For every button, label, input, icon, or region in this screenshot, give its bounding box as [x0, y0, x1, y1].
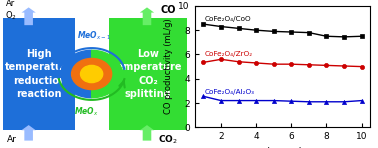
- Text: Low
temperature
CO₂
splitting: Low temperature CO₂ splitting: [113, 49, 183, 99]
- Text: MeO$_x$: MeO$_x$: [74, 105, 98, 118]
- Text: CoFe₂O₄/CoO: CoFe₂O₄/CoO: [204, 16, 251, 22]
- Bar: [3, 18, 75, 130]
- Y-axis label: CO productivity (mL/g): CO productivity (mL/g): [164, 19, 173, 114]
- Text: CoFe₂O₄/Al₂O₃: CoFe₂O₄/Al₂O₃: [204, 89, 254, 95]
- Text: High
temperature
reduction
reaction: High temperature reduction reaction: [5, 49, 74, 99]
- Circle shape: [81, 65, 103, 83]
- FancyArrow shape: [22, 125, 36, 141]
- Text: MeO$_{x-1}$: MeO$_{x-1}$: [77, 30, 110, 42]
- Circle shape: [71, 58, 112, 90]
- Text: Ar
O$_2$: Ar O$_2$: [5, 0, 16, 22]
- Text: CO$_2$: CO$_2$: [158, 134, 178, 146]
- Bar: [109, 18, 187, 130]
- FancyArrow shape: [140, 125, 154, 141]
- Text: CoFe₂O₄/ZrO₂: CoFe₂O₄/ZrO₂: [204, 52, 253, 57]
- Polygon shape: [91, 50, 122, 98]
- Polygon shape: [61, 50, 91, 98]
- X-axis label: cycle number: cycle number: [252, 147, 313, 148]
- FancyArrow shape: [140, 7, 154, 25]
- Text: CO: CO: [160, 5, 176, 15]
- FancyArrow shape: [22, 7, 36, 25]
- Text: Ar: Ar: [6, 135, 16, 144]
